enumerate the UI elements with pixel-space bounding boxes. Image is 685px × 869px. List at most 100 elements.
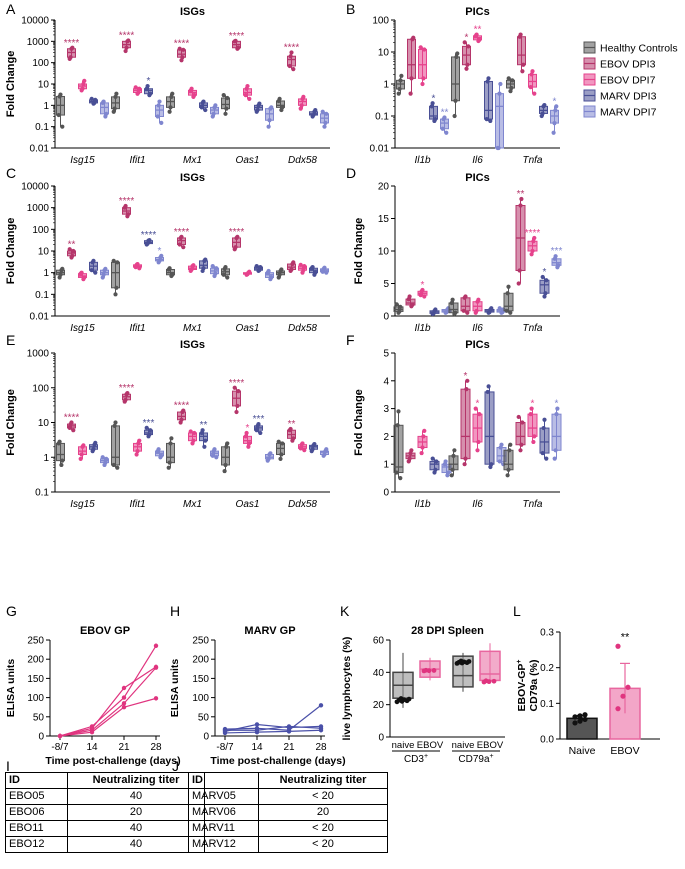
data-point xyxy=(312,441,317,447)
box-iqr xyxy=(221,446,230,466)
group-label-superscript: + xyxy=(490,753,494,760)
data-point xyxy=(516,414,521,420)
y-axis-label: EBOV-GP+ xyxy=(516,660,528,712)
data-point xyxy=(444,130,449,135)
data-point xyxy=(112,423,117,428)
significance-marker: **** xyxy=(229,378,245,389)
y-tick-label: 10 xyxy=(378,247,390,258)
data-point xyxy=(528,85,533,90)
data-point xyxy=(554,412,559,417)
data-point xyxy=(553,108,558,113)
significance-marker: *** xyxy=(253,414,265,425)
panel-letter-D: D xyxy=(346,165,356,181)
data-point xyxy=(322,124,327,129)
data-point xyxy=(256,421,261,427)
data-point xyxy=(111,258,116,263)
x-tick-label: naive xyxy=(392,740,415,751)
data-point xyxy=(123,203,128,209)
data-point xyxy=(266,268,271,274)
panel-letter-H: H xyxy=(170,603,180,619)
data-point xyxy=(222,468,227,474)
data-point xyxy=(59,462,64,468)
significance-marker: **** xyxy=(229,31,245,42)
x-tick-label: Il1b xyxy=(414,155,431,166)
data-point xyxy=(450,467,455,472)
significance-marker: * xyxy=(555,399,559,410)
data-point xyxy=(324,111,329,116)
box-iqr xyxy=(539,279,550,294)
data-point xyxy=(396,91,401,96)
data-point xyxy=(247,96,252,102)
data-point xyxy=(60,124,65,129)
data-point xyxy=(324,270,329,275)
data-point xyxy=(223,111,228,116)
data-point xyxy=(301,94,306,99)
x-tick-label: Isg15 xyxy=(70,323,95,334)
box-iqr xyxy=(515,422,526,446)
box-iqr xyxy=(460,297,471,312)
panel-C-chart: ISGs Fold Change 0.01 0.1 1 10 100 1000 10000 Isg… xyxy=(5,172,330,334)
y-tick-label: 10 xyxy=(378,48,390,59)
data-point xyxy=(433,467,438,472)
data-point xyxy=(189,86,194,91)
data-point xyxy=(78,456,83,461)
box-iqr xyxy=(460,388,471,460)
panel-E-chart: ISGs Fold Change 0.1 1 10 100 1000 Isg15 Ifit1 Mx… xyxy=(5,339,330,510)
data-point xyxy=(615,706,621,712)
data-point xyxy=(277,96,282,102)
significance-marker: * xyxy=(553,96,557,107)
data-point xyxy=(246,444,251,449)
box-iqr xyxy=(166,442,175,464)
y-axis-label: ELISA units xyxy=(5,659,17,718)
data-point xyxy=(476,439,481,445)
x-axis-label: Time post-challenge (days) xyxy=(210,755,345,767)
box-iqr xyxy=(429,105,438,120)
data-point xyxy=(221,93,226,98)
data-point xyxy=(474,308,479,313)
data-point xyxy=(582,712,588,718)
data-point xyxy=(58,92,63,97)
panel-letter-A: A xyxy=(6,1,16,17)
data-point xyxy=(552,456,557,461)
data-point xyxy=(398,78,403,83)
data-point xyxy=(234,409,239,415)
data-point xyxy=(213,103,218,108)
data-point xyxy=(301,268,306,273)
data-point xyxy=(245,83,250,89)
data-point xyxy=(266,124,271,129)
data-point xyxy=(291,66,296,72)
data-point xyxy=(582,716,588,722)
data-point xyxy=(156,103,161,108)
data-point xyxy=(134,452,139,457)
x-tick-label: EBOV xyxy=(610,745,639,757)
box-iqr xyxy=(56,442,65,462)
data-point xyxy=(399,73,404,78)
data-point xyxy=(201,99,206,104)
series-line xyxy=(59,667,157,737)
y-tick-label: 5 xyxy=(383,349,389,360)
data-point xyxy=(121,705,127,710)
data-point xyxy=(554,104,559,109)
significance-marker: **** xyxy=(525,228,541,239)
data-point xyxy=(313,270,318,275)
data-point xyxy=(508,310,513,315)
panel-letter-J: J xyxy=(172,758,179,774)
x-tick-label: Isg15 xyxy=(70,499,95,510)
data-point xyxy=(169,436,174,441)
x-tick-label: 28 xyxy=(315,742,327,753)
data-point xyxy=(157,258,162,263)
y-tick-label: 0 xyxy=(383,488,389,499)
legend-label: EBOV DPI7 xyxy=(600,75,656,87)
data-point xyxy=(269,275,274,280)
data-point xyxy=(124,45,129,50)
data-point xyxy=(179,234,184,239)
panel-letter-I: I xyxy=(6,758,10,774)
y-tick-label: 0.01 xyxy=(30,144,50,155)
data-point xyxy=(504,308,509,313)
y-tick-label: 0.3 xyxy=(540,628,554,639)
x-tick-label: Oas1 xyxy=(236,323,260,334)
data-point xyxy=(409,448,414,453)
y-axis-label: Fold Change xyxy=(5,51,17,118)
data-point xyxy=(286,724,292,729)
